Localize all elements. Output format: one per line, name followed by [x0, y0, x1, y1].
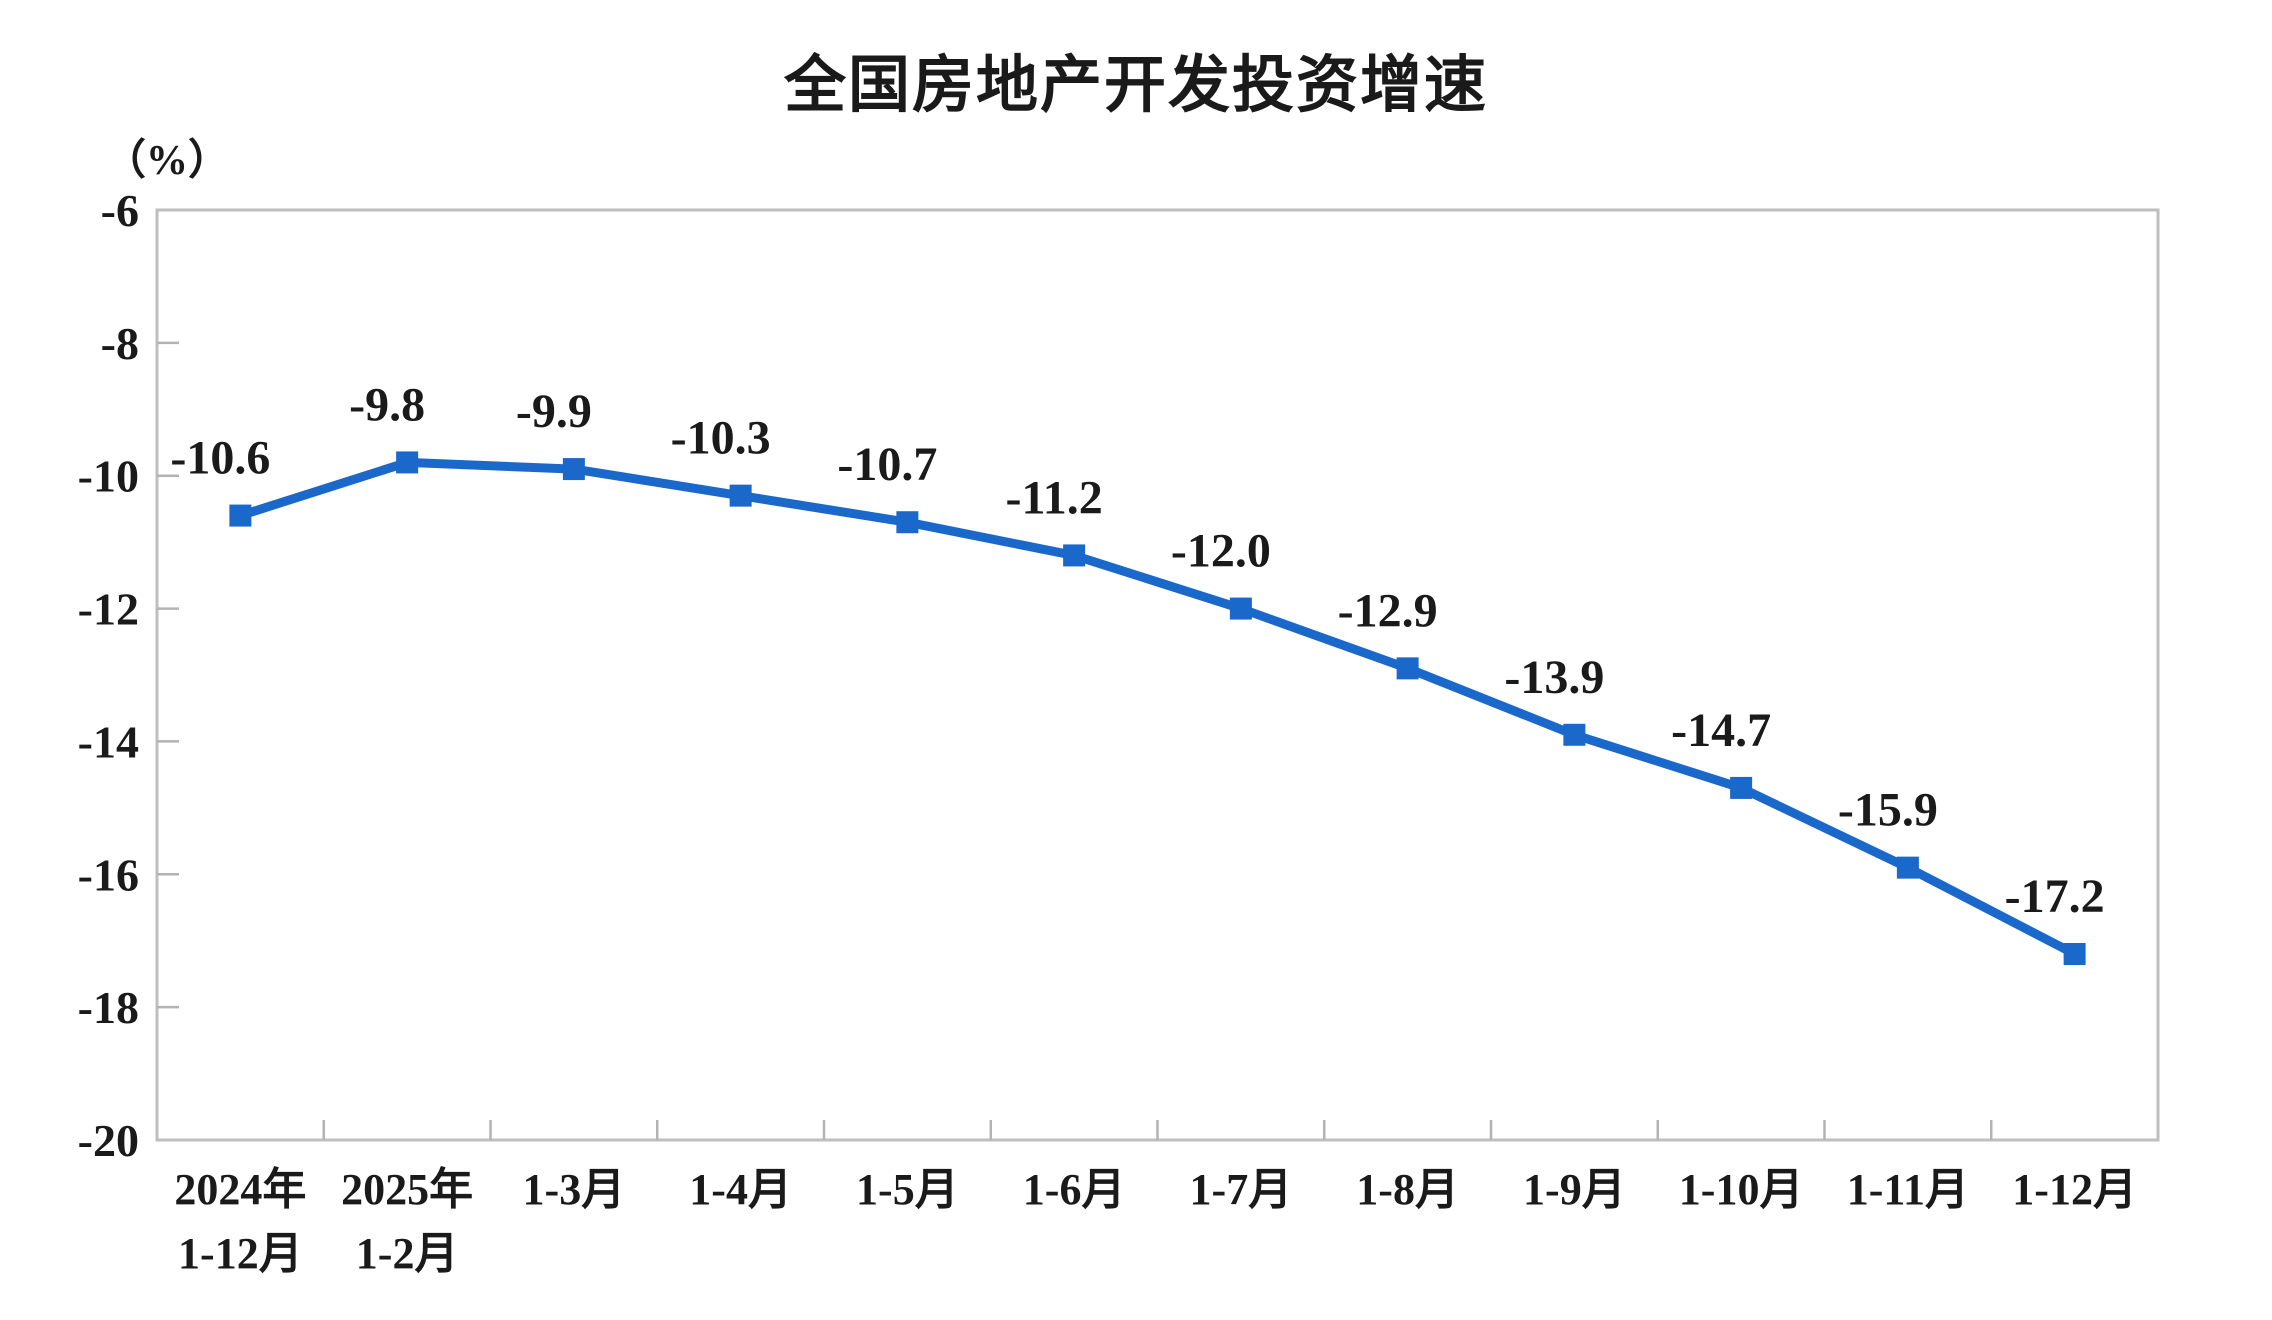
chart-title: 全国房地产开发投资增速	[783, 51, 1488, 120]
x-category-label: 1-12月	[178, 1229, 303, 1278]
data-point-marker	[1396, 657, 1419, 680]
data-point-label: -14.7	[1671, 704, 1771, 757]
x-category-label: 1-5月	[856, 1165, 959, 1214]
x-category-label: 1-8月	[1356, 1165, 1459, 1214]
x-category-label: 2025年	[341, 1165, 473, 1214]
data-point-label: -10.7	[837, 438, 937, 491]
y-tick-label: -14	[78, 716, 139, 767]
y-tick-label: -12	[78, 584, 139, 635]
data-point-marker	[2063, 943, 2086, 965]
data-point-marker	[729, 484, 752, 507]
data-point-marker	[896, 511, 919, 534]
x-category-label: 1-11月	[1847, 1165, 1969, 1214]
plot-border	[155, 208, 2160, 1142]
data-point-label: -11.2	[1005, 471, 1102, 524]
data-point-marker	[1730, 776, 1753, 799]
x-category-label: 1-6月	[1023, 1165, 1126, 1214]
y-axis-unit-label: （%）	[104, 138, 231, 184]
y-tick-label: -18	[78, 982, 139, 1033]
data-point-label: -15.9	[1838, 784, 1938, 837]
data-point-label: -17.2	[2005, 870, 2105, 923]
y-tick-label: -16	[78, 849, 139, 900]
x-category-label: 1-7月	[1190, 1165, 1293, 1214]
data-point-label: -12.9	[1338, 584, 1438, 637]
data-point-marker	[229, 504, 252, 527]
x-category-label: 2024年	[174, 1165, 306, 1214]
y-tick-label: -6	[101, 185, 139, 236]
data-point-label: -10.3	[671, 412, 771, 465]
x-category-label: 1-9月	[1523, 1165, 1626, 1214]
x-category-label: 1-2月	[356, 1229, 459, 1278]
data-point-marker	[1229, 597, 1252, 620]
x-category-label: 1-3月	[523, 1165, 626, 1214]
data-point-marker	[1896, 856, 1919, 879]
data-point-marker	[1063, 544, 1086, 567]
data-point-marker	[396, 451, 419, 474]
data-point-label: -10.6	[170, 432, 270, 485]
y-tick-label: -10	[78, 451, 139, 502]
data-point-marker	[1563, 723, 1586, 746]
series-line	[235, 457, 2080, 959]
data-point-label: -12.0	[1171, 525, 1271, 578]
y-tick-label: -20	[78, 1115, 139, 1166]
data-point-label: -9.9	[516, 385, 592, 438]
y-tick-label: -8	[101, 318, 139, 369]
data-point-marker	[562, 458, 585, 481]
x-category-label: 1-10月	[1679, 1165, 1804, 1214]
x-category-label: 1-12月	[2012, 1165, 2137, 1214]
data-point-label: -9.8	[349, 378, 425, 431]
x-category-label: 1-4月	[689, 1165, 792, 1214]
data-point-label: -13.9	[1504, 651, 1604, 704]
